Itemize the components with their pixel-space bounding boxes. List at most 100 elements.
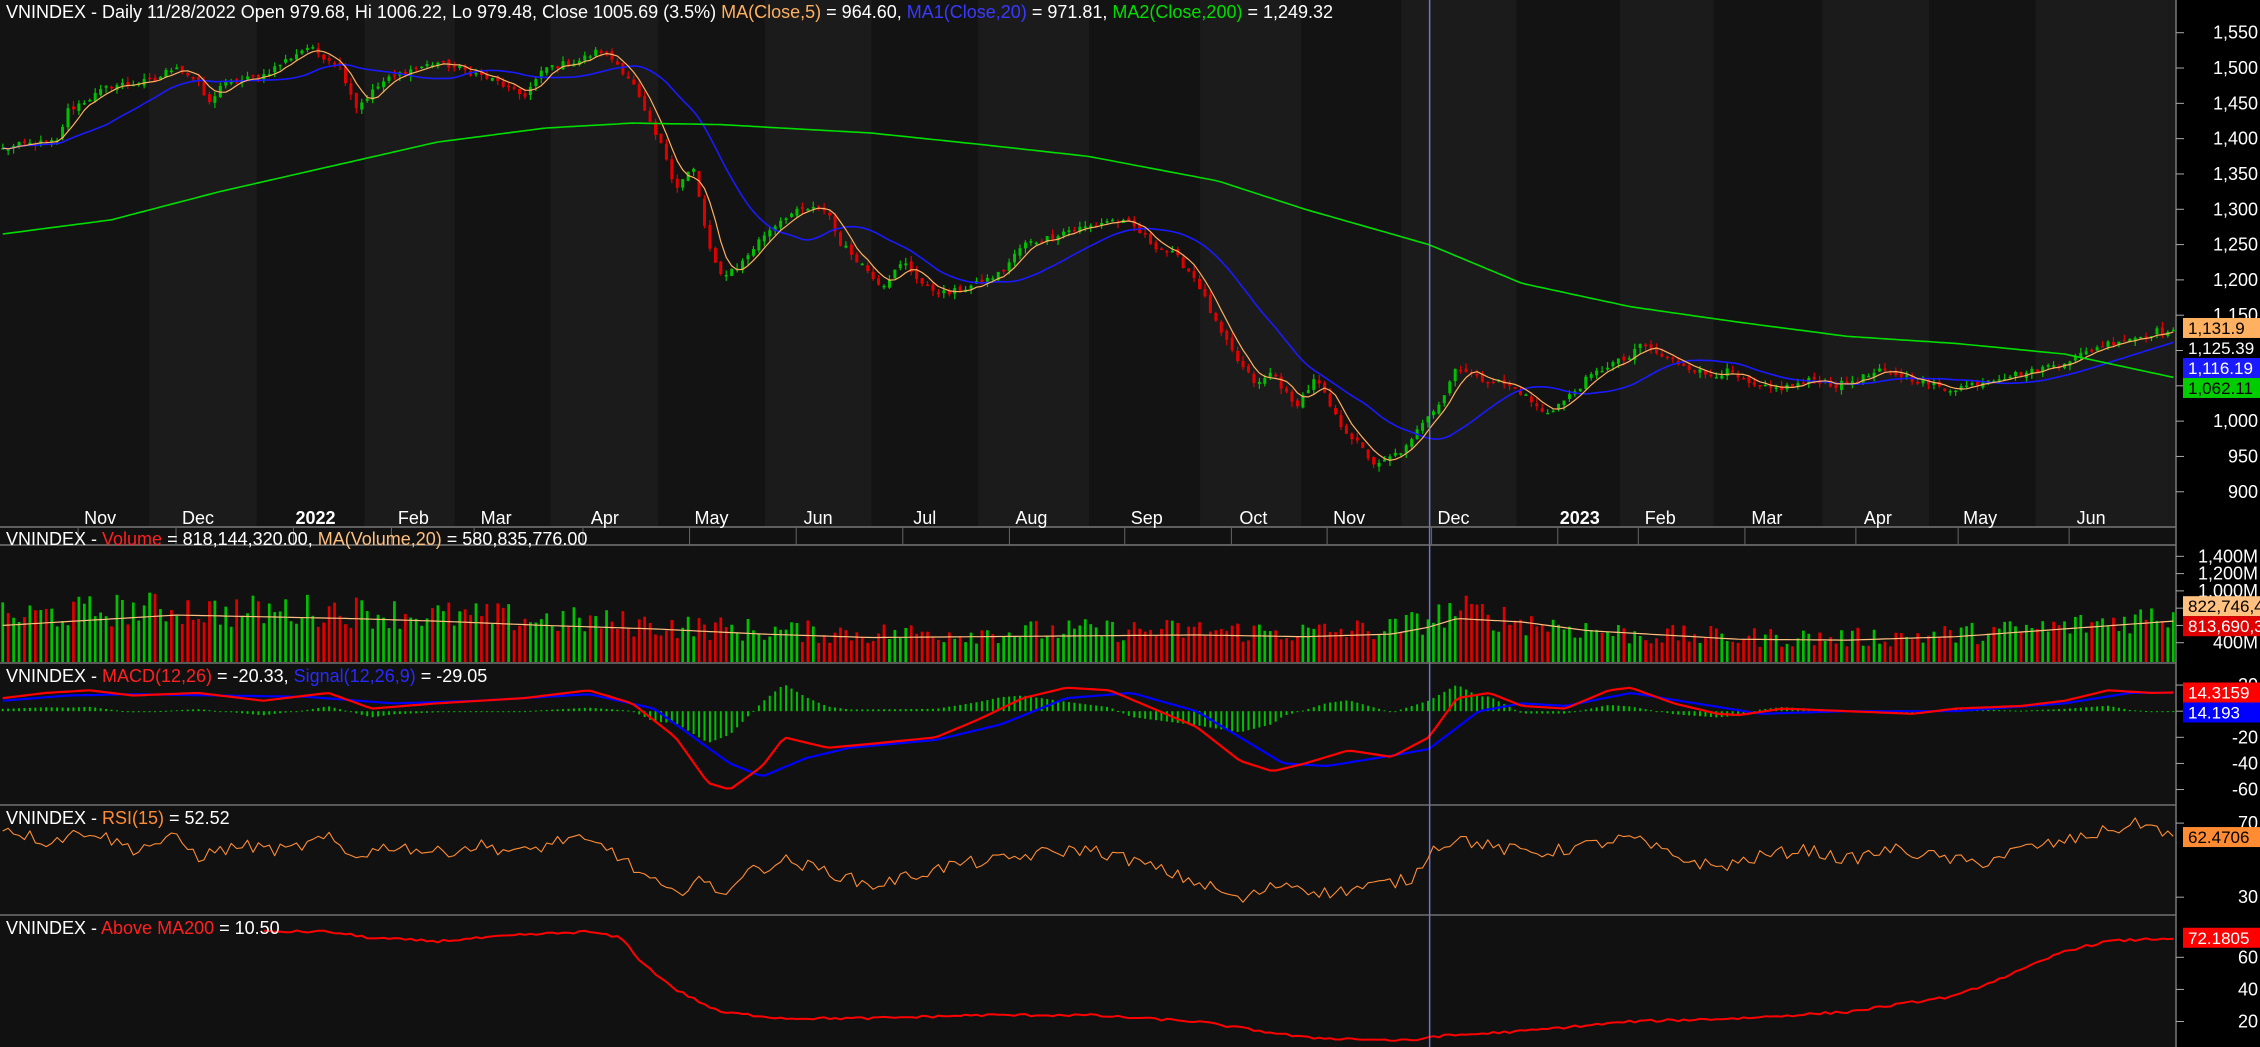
macd-histogram-bar [2091, 707, 2093, 711]
candle-up [1775, 387, 1778, 389]
macd-histogram-bar [23, 708, 25, 711]
macd-histogram-bar [752, 711, 754, 712]
candle-down [1252, 374, 1255, 383]
month-label: Sep [1131, 508, 1163, 528]
candle-up [1867, 376, 1870, 378]
macd-histogram-bar [1422, 703, 1424, 712]
candle-down [1334, 408, 1337, 414]
macd-histogram-bar [279, 711, 281, 713]
macd-histogram-bar [165, 711, 167, 712]
candle-down [1350, 434, 1353, 440]
volume-bar-up [953, 639, 956, 662]
macd-histogram-bar [1247, 711, 1249, 730]
candle-down [1367, 450, 1370, 459]
macd-histogram-bar [442, 711, 444, 712]
macd-histogram-bar [1405, 708, 1407, 711]
volume-bar-down [1204, 636, 1207, 662]
candle-down [192, 77, 195, 79]
candle-down [1883, 368, 1886, 370]
macd-histogram-bar [2015, 711, 2017, 712]
macd-histogram-bar [845, 709, 847, 711]
volume-bar-up [730, 625, 733, 662]
macd-histogram-bar [1302, 711, 1304, 712]
volume-bar-up [1497, 632, 1500, 662]
volume-bar-down [1481, 604, 1484, 662]
candle-down [872, 272, 875, 279]
value-badge-text: 1,125.39 [2188, 339, 2254, 358]
candle-down [1709, 375, 1712, 377]
volume-bar-up [692, 636, 695, 662]
candle-up [2107, 342, 2110, 347]
macd-histogram-bar [1514, 710, 1516, 711]
volume-bar-up [2096, 621, 2099, 662]
candle-down [698, 171, 701, 197]
macd-histogram-bar [916, 709, 918, 711]
macd-histogram-bar [1607, 705, 1609, 711]
macd-histogram-bar [2004, 710, 2006, 711]
volume-bar-down [1361, 623, 1364, 662]
volume-bar-up [1525, 635, 1528, 662]
rsi-panel[interactable] [0, 806, 2176, 914]
macd-histogram-bar [742, 711, 744, 722]
volume-bar-down [1661, 642, 1664, 662]
volume-bar-down [154, 594, 157, 662]
volume-bar-down [1519, 620, 1522, 662]
volume-bar-down [622, 611, 625, 662]
volume-bar-up [1726, 641, 1729, 662]
candle-down [1296, 400, 1299, 406]
macd-histogram-bar [181, 710, 183, 711]
candle-down [621, 63, 624, 74]
macd-histogram-bar [676, 711, 678, 724]
volume-bar-down [643, 617, 646, 662]
volume-bar-down [1296, 636, 1299, 662]
macd-histogram-bar [959, 705, 961, 711]
volume-bar-up [1405, 615, 1408, 662]
volume-bar-up [1628, 643, 1631, 662]
macd-histogram-bar [2167, 711, 2169, 712]
macd-histogram-bar [812, 700, 814, 711]
macd-histogram-bar [497, 711, 499, 712]
month-label: May [695, 508, 729, 528]
volume-bar-up [39, 610, 42, 662]
candle-up [1399, 453, 1402, 455]
volume-bar-up [1960, 628, 1963, 662]
candle-up [1606, 368, 1609, 370]
macd-histogram-bar [241, 711, 243, 713]
candle-down [1361, 442, 1364, 447]
candle-down [1660, 354, 1663, 357]
above-panel[interactable] [0, 916, 2176, 1047]
candle-down [333, 63, 336, 65]
y-tick-label: 950 [2228, 446, 2258, 466]
volume-bar-up [420, 626, 423, 662]
candle-up [1590, 374, 1593, 378]
candle-up [757, 239, 760, 250]
volume-bar-up [752, 630, 755, 662]
volume-bar-up [2063, 621, 2066, 662]
macd-histogram-bar [1998, 710, 2000, 711]
candle-up [1557, 404, 1560, 409]
macd-histogram-bar [622, 710, 624, 711]
volume-bar-up [812, 626, 815, 662]
volume-bar-down [817, 643, 820, 662]
volume-bar-up [88, 596, 91, 662]
volume-bar-up [681, 628, 684, 662]
macd-histogram-bar [573, 708, 575, 711]
volume-bar-up [1802, 631, 1805, 662]
volume-bar-down [1399, 632, 1402, 662]
macd-histogram-bar [383, 711, 385, 716]
macd-histogram-bar [274, 711, 276, 714]
macd-histogram-bar [1394, 711, 1396, 712]
volume-bar-up [1443, 628, 1446, 662]
candle-down [670, 159, 673, 179]
volume-bar-down [719, 617, 722, 662]
macd-histogram-bar [464, 711, 466, 712]
candle-up [883, 286, 886, 288]
macd-histogram-bar [1666, 711, 1668, 713]
volume-bar-down [1274, 630, 1277, 662]
volume-bar-up [159, 609, 162, 662]
candle-up [1035, 243, 1038, 245]
volume-bar-down [1486, 615, 1489, 662]
volume-bar-up [1258, 625, 1261, 662]
volume-bar-up [545, 613, 548, 662]
volume-bar-down [1835, 644, 1838, 662]
